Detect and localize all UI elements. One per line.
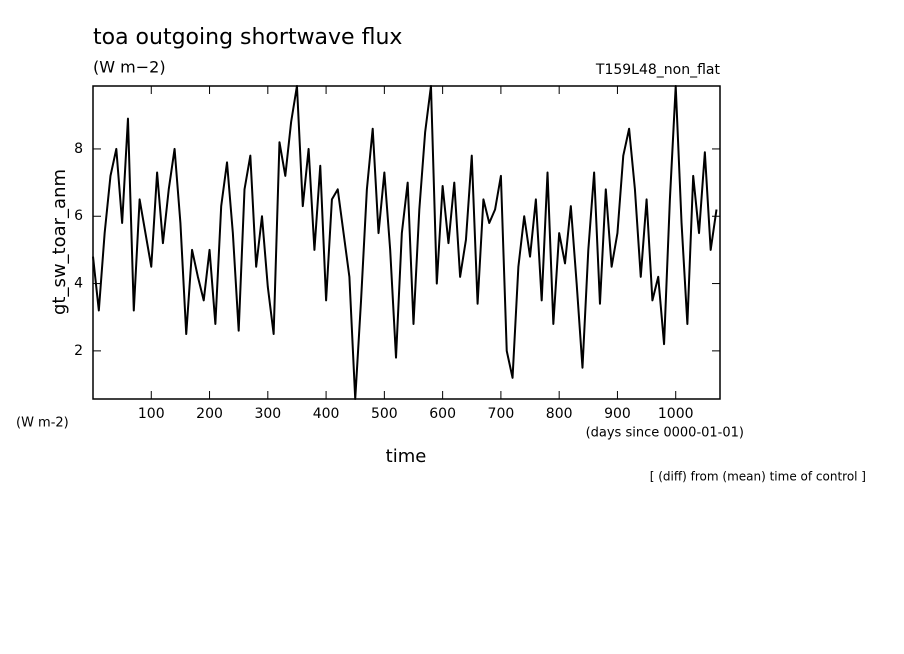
data-line [92, 85, 718, 400]
x-tick-label: 200 [196, 406, 223, 422]
y-axis-label: gt_sw_toar_anm [49, 169, 70, 315]
y-tick-label: 6 [74, 208, 83, 224]
chart-title: toa outgoing shortwave flux [93, 25, 402, 50]
y-tick-label: 2 [74, 343, 83, 359]
x-tick-label: 700 [488, 406, 515, 422]
units: (W m−2) [93, 58, 166, 77]
y-units: (W m-2) [16, 416, 69, 431]
x-tick-label: 1000 [658, 406, 694, 422]
x-axis-label: time [386, 446, 427, 467]
note: [ (diff) from (mean) time of control ] [650, 470, 866, 484]
y-tick-label: 8 [74, 141, 83, 157]
x-tick-label: 900 [604, 406, 631, 422]
y-tick-label: 4 [74, 276, 83, 292]
x-tick-label: 100 [138, 406, 165, 422]
x-units: (days since 0000-01-01) [586, 426, 744, 441]
x-tick-label: 300 [254, 406, 281, 422]
x-tick-label: 600 [429, 406, 456, 422]
x-tick-label: 500 [371, 406, 398, 422]
x-tick-label: 800 [546, 406, 573, 422]
run-label: T159L48_non_flat [595, 62, 721, 78]
x-tick-label: 400 [313, 406, 340, 422]
plot-frame [92, 85, 721, 400]
